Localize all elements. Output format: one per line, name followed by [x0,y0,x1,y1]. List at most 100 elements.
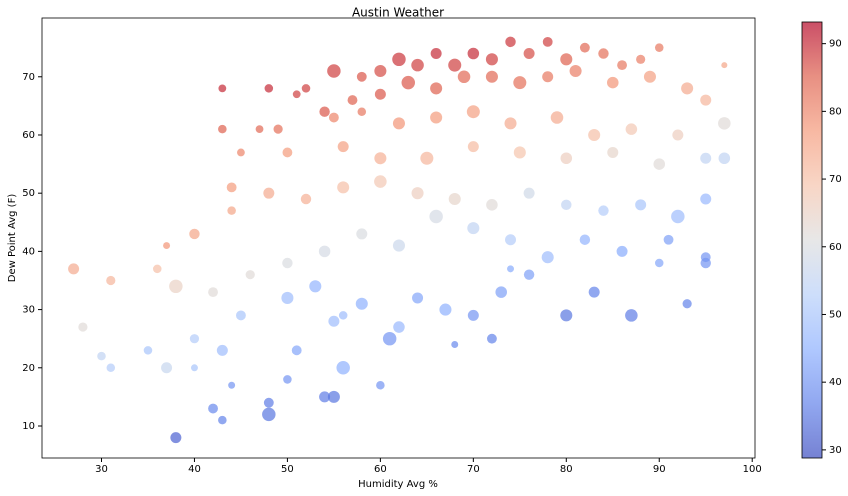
y-tick-label: 40 [22,246,35,257]
x-axis-label: Humidity Avg % [358,479,438,490]
point [170,432,182,444]
point [236,310,246,321]
point [598,48,609,59]
point [542,36,553,47]
y-tick-label: 30 [22,305,35,316]
y-tick-label: 10 [22,421,35,432]
point [282,257,293,269]
point [616,245,628,257]
point [654,258,664,268]
point [439,303,452,316]
point [401,75,415,90]
point [319,391,331,403]
point [337,141,349,153]
point [654,43,664,52]
point [541,251,554,264]
point [309,280,322,293]
x-tick-label: 60 [374,464,387,475]
point [485,53,498,66]
point [374,152,387,165]
point [700,152,712,164]
points [68,36,731,444]
point [78,322,88,332]
colorbar-tick-label: 30 [829,445,842,456]
y-tick-label: 20 [22,363,35,374]
point [283,375,292,384]
x-tick-label: 50 [281,464,294,475]
point [681,82,694,95]
point [561,199,572,211]
x-tick-label: 100 [743,464,762,475]
point [607,76,619,89]
point [487,333,497,344]
point [457,70,471,84]
point [682,299,692,309]
point [579,42,590,53]
point [190,364,198,372]
x-tick-label: 70 [467,464,480,475]
point [356,71,367,82]
point [523,187,535,199]
point [281,291,294,304]
colorbar-tick-label: 60 [829,242,842,253]
point [336,361,350,375]
point [273,124,283,134]
point [153,264,162,274]
point [264,84,274,93]
point [263,187,275,199]
point [448,58,462,72]
point [430,48,442,60]
point [523,48,535,60]
chart-title: Austin Weather [352,6,444,20]
point [607,146,619,158]
point [300,193,312,205]
x-tick-label: 90 [653,464,666,475]
point [598,205,609,216]
point [357,107,367,116]
point [700,193,712,205]
colorbar-frame [801,21,823,459]
point [700,94,712,106]
point [208,403,218,414]
point [542,71,554,83]
point [663,234,674,245]
point [376,380,385,390]
point [374,175,387,188]
point [672,129,684,141]
point [467,47,480,60]
point [430,111,443,124]
point [392,117,405,130]
x-tick-label: 30 [95,464,108,475]
point [411,187,424,200]
point [485,70,498,83]
point [429,209,443,224]
colorbar-tick-label: 40 [829,377,842,388]
point [169,279,183,294]
colorbar-tick-label: 80 [829,106,842,117]
point [505,234,517,246]
point [355,297,368,310]
x-tick-label: 80 [560,464,573,475]
point [282,147,293,158]
point [189,334,200,344]
point [495,286,507,298]
point [466,105,480,119]
y-axis-label: Dew Point Avg (F) [7,194,18,283]
point [653,158,666,170]
point [617,60,627,71]
colorbar [802,22,822,458]
point [262,407,276,422]
point [513,146,526,159]
point [226,182,237,193]
point [337,181,350,194]
point [338,311,348,320]
point [635,199,647,211]
point [505,36,516,48]
point [374,64,387,77]
point [467,222,480,235]
point [625,123,638,135]
x-tick-label: 40 [188,464,201,475]
point [291,345,302,356]
point [218,415,227,425]
